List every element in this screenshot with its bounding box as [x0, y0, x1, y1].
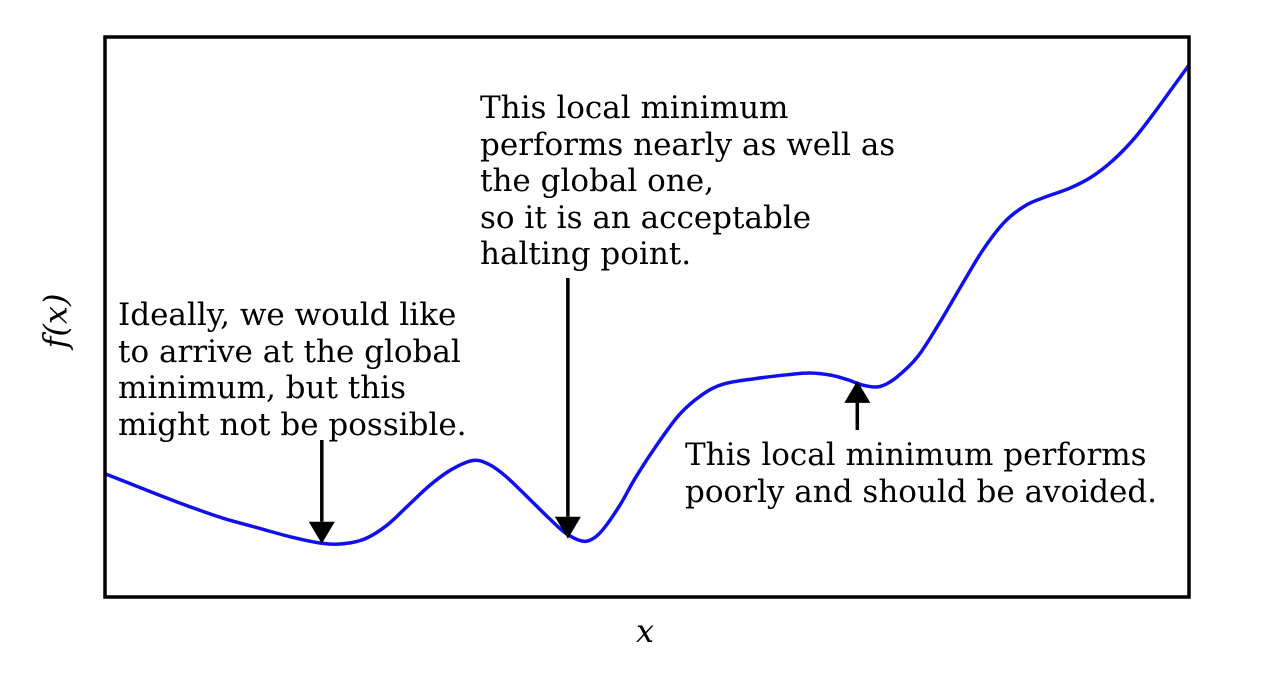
x-axis-label: x	[636, 612, 655, 650]
annotation-global-minimum: Ideally, we would like to arrive at the …	[118, 297, 467, 443]
series-layer	[104, 63, 1191, 547]
annotation-arrow	[308, 440, 335, 544]
annotation-line: to arrive at the global	[118, 333, 461, 370]
arrow-head	[308, 521, 335, 544]
annotation-line: This local minimum performs	[685, 437, 1147, 473]
annotation-line: might not be possible.	[118, 406, 467, 443]
annotation-line: Ideally, we would like	[118, 297, 457, 333]
annotation-poor-minimum: This local minimum performs poorly and s…	[685, 437, 1157, 510]
plot-frame	[103, 35, 1191, 599]
arrow-layer	[308, 278, 871, 544]
annotation-arrow	[844, 380, 871, 430]
annotation-line: so it is an acceptable	[480, 199, 812, 236]
annotation-line: poorly and should be avoided.	[685, 473, 1158, 510]
annotation-line: This local minimum	[480, 90, 789, 126]
annotation-line: minimum, but this	[118, 370, 407, 406]
y-axis-label: f(x)	[36, 293, 75, 349]
annotation-line: halting point.	[480, 236, 692, 272]
arrow-head	[844, 380, 871, 403]
series-line	[104, 63, 1191, 547]
annotation-acceptable-minimum: This local minimum performs nearly as we…	[480, 90, 895, 273]
annotation-line: performs nearly as well as	[480, 126, 896, 163]
annotation-line: the global one,	[480, 163, 714, 199]
arrow-head	[554, 516, 581, 539]
annotation-arrow	[554, 278, 581, 539]
